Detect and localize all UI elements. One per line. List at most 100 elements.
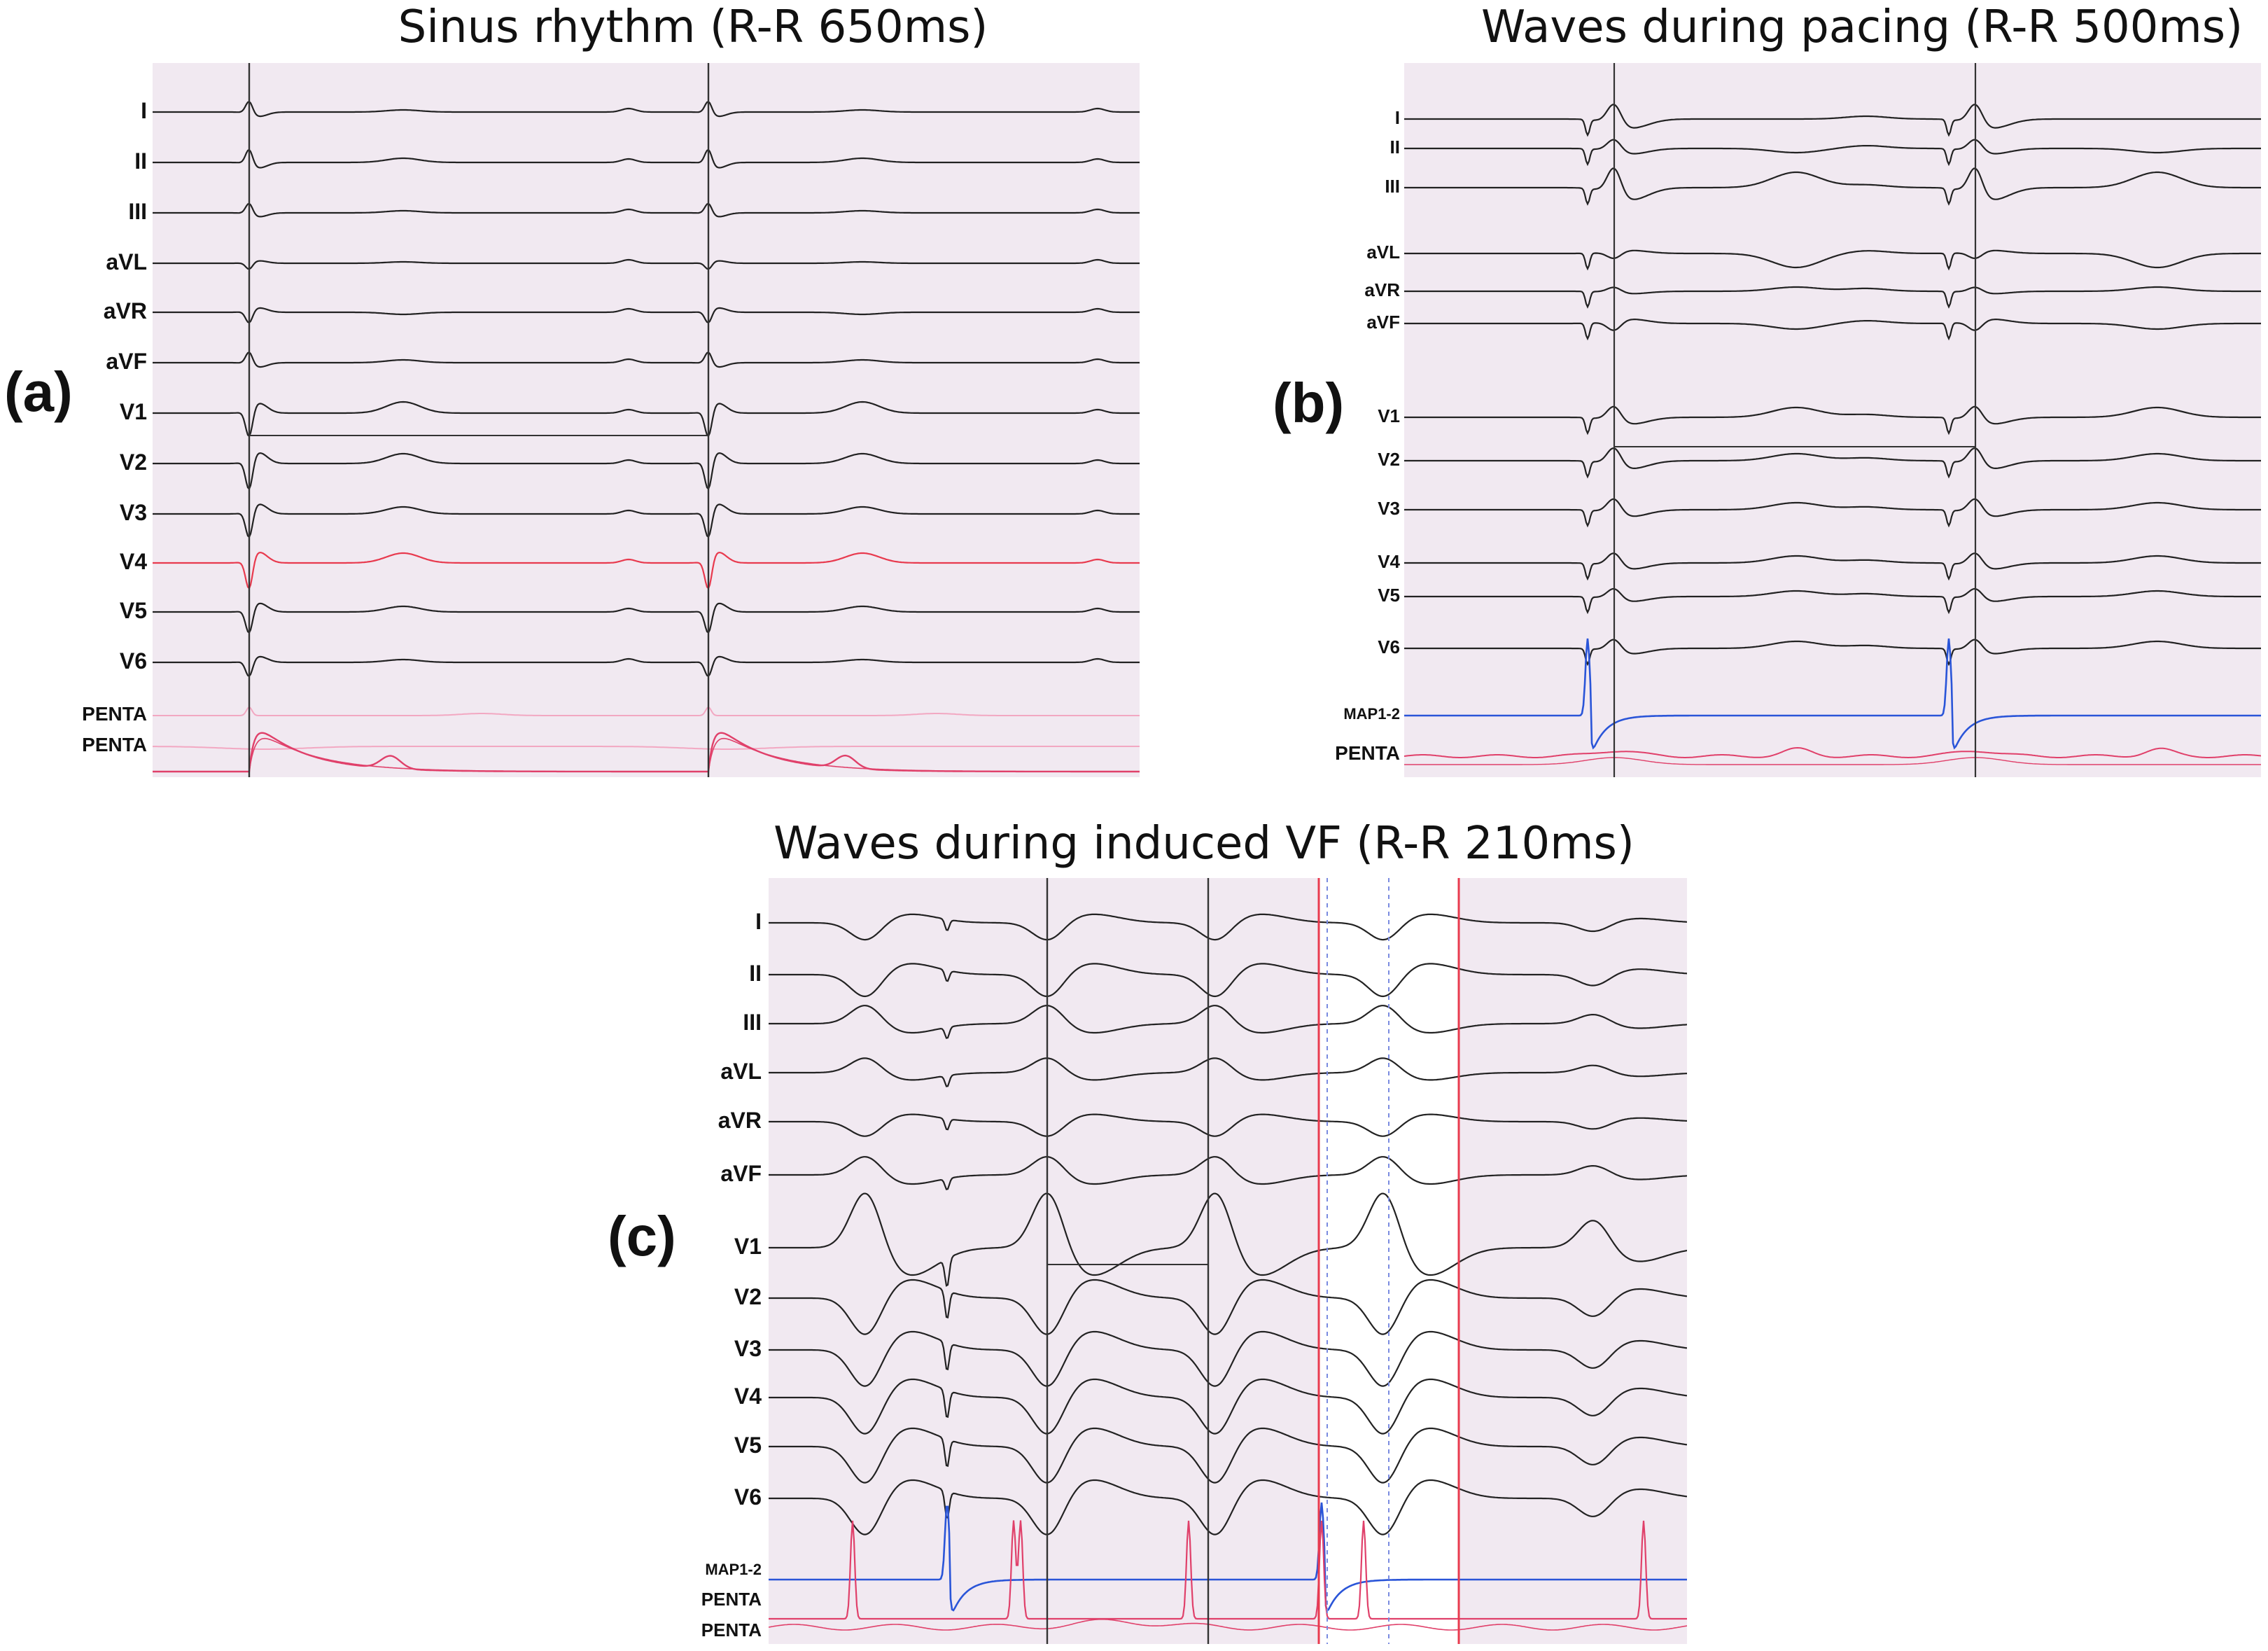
lead-label-a-10: V5 bbox=[119, 598, 147, 623]
trace-a-penta-0 bbox=[153, 706, 1140, 716]
trace-c-0 bbox=[769, 913, 1687, 941]
lead-label-c-11: V6 bbox=[734, 1484, 762, 1510]
lead-label-b-5: aVF bbox=[1366, 312, 1400, 333]
panel-b-title: Waves during pacing (R-R 500ms) bbox=[1480, 1, 2244, 53]
trace-a-penta-3 bbox=[153, 737, 1140, 772]
trace-c-penta-0 bbox=[769, 1520, 1687, 1620]
lead-label-b-10: V5 bbox=[1378, 585, 1400, 606]
lead-label-b-2: III bbox=[1385, 176, 1400, 197]
panel-a-label: (a) bbox=[4, 361, 73, 423]
panel-c-label: (c) bbox=[608, 1205, 676, 1267]
trace-b-3 bbox=[1404, 249, 2261, 271]
lead-label-b-6: V1 bbox=[1378, 405, 1400, 426]
lead-label-c-4: aVR bbox=[718, 1108, 762, 1133]
lead-label-c-13: PENTA bbox=[701, 1589, 762, 1610]
trace-a-8 bbox=[153, 503, 1140, 538]
lead-label-b-13: PENTA bbox=[1335, 742, 1400, 764]
lead-label-b-1: II bbox=[1390, 137, 1400, 158]
lead-label-a-5: aVF bbox=[106, 349, 147, 374]
lead-label-a-13: PENTA bbox=[82, 734, 147, 755]
trace-c-10 bbox=[769, 1427, 1687, 1484]
trace-c-map bbox=[769, 1502, 1687, 1612]
lead-label-c-14: PENTA bbox=[701, 1619, 762, 1640]
trace-a-2 bbox=[153, 202, 1140, 218]
lead-label-c-3: aVL bbox=[720, 1059, 762, 1084]
panel-a-traces bbox=[153, 63, 1140, 777]
lead-label-a-4: aVR bbox=[103, 298, 147, 323]
panel-c-traces bbox=[769, 878, 1687, 1644]
lead-label-b-12: MAP1-2 bbox=[1343, 705, 1400, 723]
lead-label-a-8: V3 bbox=[119, 500, 147, 525]
lead-label-a-9: V4 bbox=[119, 549, 147, 574]
lead-label-a-6: V1 bbox=[119, 399, 147, 424]
lead-label-a-1: II bbox=[134, 148, 147, 174]
lead-label-b-8: V3 bbox=[1378, 498, 1400, 519]
trace-c-1 bbox=[769, 963, 1687, 998]
lead-label-a-7: V2 bbox=[119, 450, 147, 475]
panel-b-traces bbox=[1404, 63, 2261, 777]
lead-label-c-5: aVF bbox=[720, 1161, 762, 1186]
lead-label-c-7: V2 bbox=[734, 1284, 762, 1309]
trace-b-0 bbox=[1404, 104, 2261, 137]
trace-b-8 bbox=[1404, 498, 2261, 528]
lead-label-b-11: V6 bbox=[1378, 636, 1400, 657]
panel-c-ecg bbox=[769, 878, 1687, 1644]
trace-a-5 bbox=[153, 351, 1140, 368]
trace-c-5 bbox=[769, 1156, 1687, 1190]
trace-c-11 bbox=[769, 1479, 1687, 1535]
trace-c-6 bbox=[769, 1192, 1687, 1287]
trace-a-9 bbox=[153, 551, 1140, 590]
trace-a-4 bbox=[153, 307, 1140, 324]
panel-c-title: Waves during induced VF (R-R 210ms) bbox=[774, 818, 1634, 870]
trace-b-1 bbox=[1404, 139, 2261, 167]
panel-b-label: (b) bbox=[1273, 372, 1345, 434]
trace-b-map bbox=[1404, 638, 2261, 750]
trace-a-7 bbox=[153, 452, 1140, 491]
lead-label-a-0: I bbox=[141, 98, 147, 123]
trace-c-9 bbox=[769, 1378, 1687, 1435]
lead-label-c-9: V4 bbox=[734, 1384, 762, 1409]
trace-b-11 bbox=[1404, 639, 2261, 667]
lead-label-c-1: II bbox=[749, 961, 762, 986]
lead-label-b-4: aVR bbox=[1364, 279, 1400, 300]
lead-label-a-3: aVL bbox=[106, 249, 147, 274]
lead-label-b-0: I bbox=[1394, 107, 1400, 128]
trace-b-4 bbox=[1404, 286, 2261, 309]
panel-b-ecg bbox=[1404, 63, 2261, 777]
panel-a-ecg bbox=[153, 63, 1140, 777]
trace-c-8 bbox=[769, 1330, 1687, 1387]
trace-a-3 bbox=[153, 258, 1140, 270]
trace-c-penta-1 bbox=[769, 1619, 1687, 1631]
trace-a-11 bbox=[153, 655, 1140, 678]
lead-label-b-3: aVL bbox=[1366, 242, 1400, 263]
trace-c-7 bbox=[769, 1279, 1687, 1335]
trace-a-0 bbox=[153, 100, 1140, 118]
trace-a-penta-1 bbox=[153, 746, 1140, 750]
trace-b-penta-2 bbox=[1404, 757, 2261, 765]
lead-label-b-7: V2 bbox=[1378, 449, 1400, 470]
panel-a-title: Sinus rhythm (R-R 650ms) bbox=[398, 1, 988, 53]
trace-b-penta bbox=[1404, 746, 2261, 759]
lead-label-c-2: III bbox=[743, 1010, 762, 1035]
trace-b-7 bbox=[1404, 447, 2261, 479]
lead-label-c-12: MAP1-2 bbox=[705, 1561, 762, 1578]
trace-b-9 bbox=[1404, 552, 2261, 581]
trace-a-10 bbox=[153, 602, 1140, 634]
trace-c-4 bbox=[769, 1113, 1687, 1137]
trace-c-2 bbox=[769, 1005, 1687, 1039]
trace-a-6 bbox=[153, 400, 1140, 438]
trace-b-2 bbox=[1404, 167, 2261, 206]
lead-label-b-9: V4 bbox=[1378, 551, 1400, 572]
trace-b-6 bbox=[1404, 405, 2261, 436]
trace-b-10 bbox=[1404, 587, 2261, 615]
trace-c-3 bbox=[769, 1057, 1687, 1087]
lead-label-c-6: V1 bbox=[734, 1234, 762, 1259]
lead-label-c-10: V5 bbox=[734, 1433, 762, 1458]
lead-label-c-0: I bbox=[755, 909, 762, 934]
lead-label-a-11: V6 bbox=[119, 648, 147, 674]
lead-label-a-2: III bbox=[128, 199, 147, 224]
lead-label-a-12: PENTA bbox=[82, 703, 147, 725]
trace-a-1 bbox=[153, 148, 1140, 169]
lead-label-c-8: V3 bbox=[734, 1336, 762, 1361]
trace-b-5 bbox=[1404, 319, 2261, 341]
